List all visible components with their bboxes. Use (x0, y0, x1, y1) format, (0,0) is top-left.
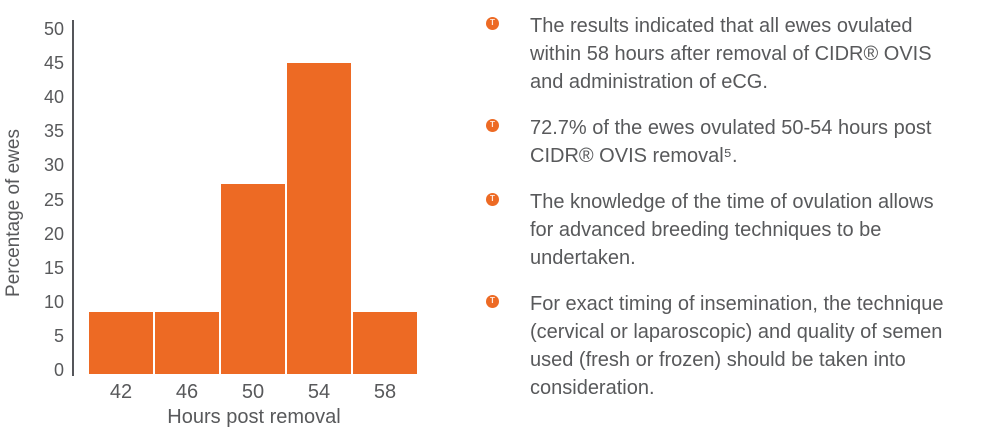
y-tick-label: 5 (53, 325, 64, 346)
bullet-text: The results indicated that all ewes ovul… (530, 15, 932, 93)
y-tick-label: 0 (53, 360, 64, 380)
bar-54h (287, 63, 351, 374)
y-axis-line (72, 20, 74, 376)
x-tick-label: 58 (373, 381, 397, 403)
y-tick-label: 30 (43, 155, 64, 176)
bullet-text: For exact timing of insemination, the te… (530, 293, 944, 399)
x-tick-label: 46 (175, 381, 199, 403)
bar-58h (353, 312, 417, 374)
t-glyph: T (490, 119, 495, 129)
x-tick-label: 42 (109, 381, 133, 403)
y-tick-label: 10 (43, 291, 64, 312)
x-tick-label: 54 (307, 381, 331, 403)
bullet-text: 72.7% of the ewes ovulated 50-54 hours p… (530, 117, 932, 167)
cidr-device-dot-icon: T (486, 295, 499, 308)
bar-46h (155, 312, 219, 374)
cidr-device-dot-icon: T (486, 119, 499, 132)
y-axis-label: Percentage of ewes (3, 129, 24, 297)
x-axis-label: Hours post removal (167, 406, 341, 428)
t-glyph: T (490, 295, 495, 305)
cidr-device-dot-icon: T (486, 193, 499, 206)
y-tick-label: 50 (43, 19, 64, 39)
x-tick-label: 50 (241, 381, 265, 403)
y-tick-label: 45 (43, 53, 64, 74)
list-item: T For exact timing of insemination, the … (470, 290, 970, 402)
plot-area (89, 28, 419, 374)
bar-50h (221, 184, 285, 374)
list-item: T The knowledge of the time of ovulation… (470, 188, 970, 272)
list-item: T The results indicated that all ewes ov… (470, 12, 970, 96)
list-item: T 72.7% of the ewes ovulated 50-54 hours… (470, 114, 970, 170)
bullet-text: The knowledge of the time of ovulation a… (530, 191, 934, 269)
t-glyph: T (490, 193, 495, 203)
y-tick-label: 25 (43, 189, 64, 210)
ovulation-bar-chart: Percentage of ewes 0 5 10 15 20 25 30 35 40 45 50 … (0, 0, 470, 436)
cidr-device-dot-icon: T (486, 17, 499, 30)
y-tick-label: 15 (43, 257, 64, 278)
y-tick-label: 40 (43, 87, 64, 108)
t-glyph: T (490, 17, 495, 27)
y-tick-label: 20 (43, 223, 64, 244)
bar-42h (89, 312, 153, 374)
y-tick-label: 35 (43, 121, 64, 142)
bullet-list: T The results indicated that all ewes ov… (470, 0, 970, 436)
